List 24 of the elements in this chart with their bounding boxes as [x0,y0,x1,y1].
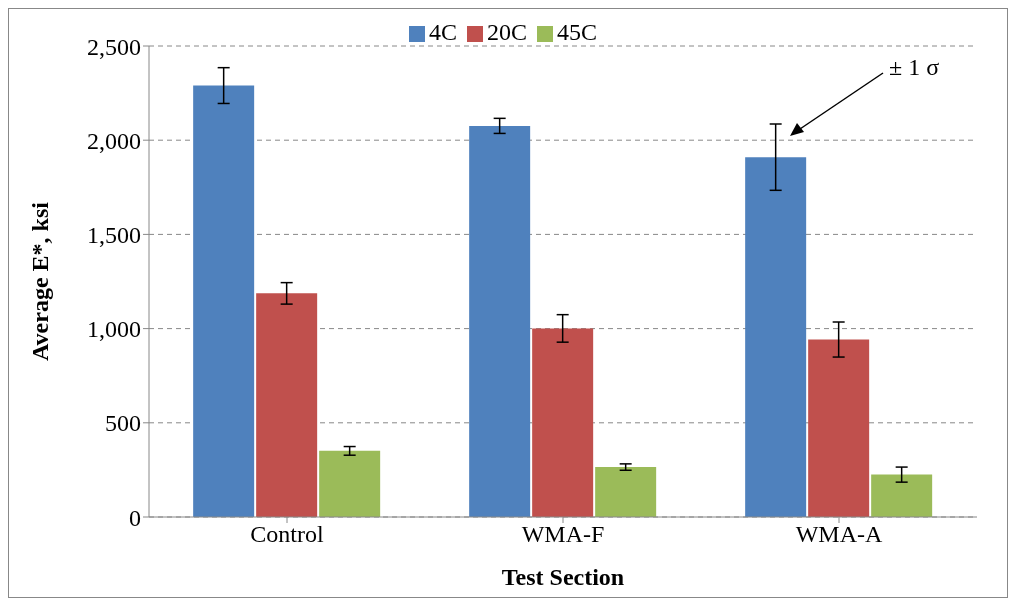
legend-label: 45C [557,19,598,45]
x-tick-label: WMA-A [795,521,883,548]
y-axis-title: Average E*, ksi [26,201,53,361]
bar [745,157,807,517]
bar [871,474,933,517]
legend-label: 4C [428,19,457,45]
bar [319,450,381,517]
y-tick-label: 2,500 [87,33,141,60]
x-axis-title: Test Section [501,564,625,590]
y-tick-label: 1,000 [87,316,141,343]
x-tick-label: WMA-F [521,521,605,548]
bar [595,467,657,517]
annotation: ± 1 σ [889,54,940,81]
legend-label: 20C [486,19,527,45]
bar [532,328,594,517]
bar [256,293,318,517]
y-tick-label: 1,500 [87,221,141,248]
bar [193,85,255,517]
y-tick-label: 0 [129,504,141,531]
bar [469,125,531,517]
y-tick-label: 500 [105,410,141,437]
bar [808,339,870,517]
y-tick-label: 2,000 [87,127,141,154]
x-tick-label: Control [250,521,324,548]
